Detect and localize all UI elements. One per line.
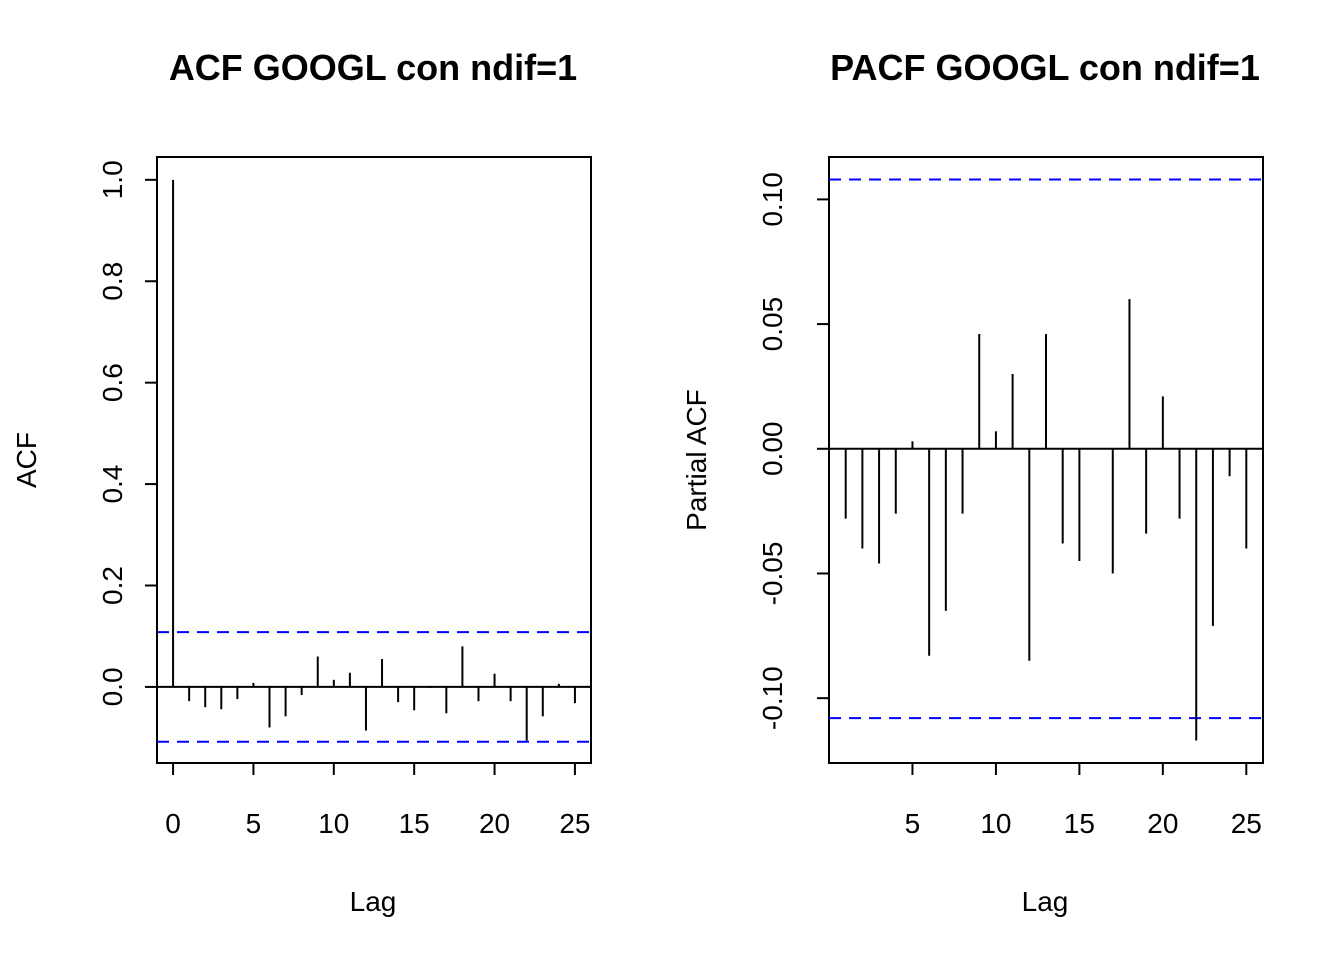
acf-y-tick-label-1.0: 1.0	[97, 160, 128, 199]
acf-x-tick-label-0: 0	[165, 808, 181, 839]
acf-panel: ACF GOOGL con ndif=1 Lag ACF 0 5 10 15 20 25 0…	[11, 47, 592, 917]
pacf-title: PACF GOOGL con ndif=1	[830, 47, 1260, 88]
acf-x-tick-label-10: 10	[318, 808, 349, 839]
acf-x-tick-label-20: 20	[479, 808, 510, 839]
pacf-x-tick-label-25: 25	[1231, 808, 1262, 839]
pacf-x-tick-label-5: 5	[905, 808, 921, 839]
acf-plot-frame	[156, 156, 592, 764]
acf-x-axis-label: Lag	[350, 886, 397, 917]
acf-y-tick-label-0.6: 0.6	[97, 363, 128, 402]
acf-y-tick-label-0.2: 0.2	[97, 566, 128, 605]
pacf-x-tick-label-15: 15	[1064, 808, 1095, 839]
pacf-plot-frame	[828, 156, 1264, 764]
acf-x-tick-label-5: 5	[246, 808, 262, 839]
pacf-y-axis-label: Partial ACF	[681, 389, 712, 531]
acf-y-tick-label-0.8: 0.8	[97, 262, 128, 301]
acf-x-tick-label-15: 15	[399, 808, 430, 839]
pacf-y-tick-label-0.05: 0.05	[757, 297, 788, 352]
acf-title: ACF GOOGL con ndif=1	[169, 47, 577, 88]
pacf-panel: PACF GOOGL con ndif=1 Lag Partial ACF 5 1…	[681, 47, 1264, 917]
pacf-y-tick-label-0.10: 0.10	[757, 172, 788, 227]
acf-y-tick-label-0.0: 0.0	[97, 667, 128, 706]
pacf-x-tick-label-20: 20	[1147, 808, 1178, 839]
pacf-y-tick-label--0.05: -0.05	[757, 542, 788, 606]
pacf-y-tick-label--0.10: -0.10	[757, 666, 788, 730]
pacf-y-tick-label-0.00: 0.00	[757, 422, 788, 477]
acf-y-tick-label-0.4: 0.4	[97, 465, 128, 504]
acf-y-axis-label: ACF	[11, 432, 42, 488]
pacf-x-tick-label-10: 10	[980, 808, 1011, 839]
acf-x-tick-label-25: 25	[559, 808, 590, 839]
pacf-x-axis-label: Lag	[1022, 886, 1069, 917]
